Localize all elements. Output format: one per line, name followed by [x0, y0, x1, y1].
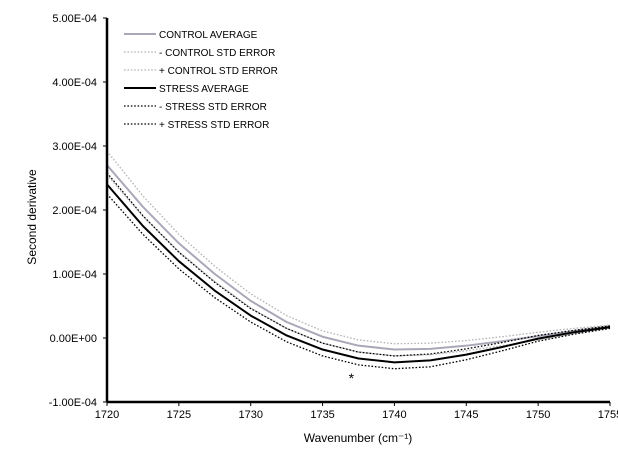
- series-line-4: [106, 183, 611, 364]
- x-tick-label: 1755: [598, 409, 618, 421]
- y-tick-label: 5.00E-04: [52, 13, 97, 25]
- legend-label-4: STRESS AVERAGE: [159, 84, 249, 95]
- series-line-1: [106, 164, 611, 351]
- legend-label-6: + STRESS STD ERROR: [159, 120, 269, 131]
- y-tick-label: 2.00E-04: [52, 205, 97, 217]
- y-tick-label: 4.00E-04: [52, 77, 97, 89]
- y-tick-label: -1.00E-04: [49, 397, 97, 409]
- y-tick-label: 0.00E+00: [50, 333, 97, 345]
- y-tick-label: 3.00E-04: [52, 141, 97, 153]
- significance-asterisk: *: [349, 370, 355, 386]
- series-line-3: [106, 150, 611, 345]
- ticks-layer: 1720 1725 1730 1735 1740 1745 1750 1755 -1.00E-0…: [49, 13, 618, 421]
- legend-label-2: - CONTROL STD ERROR: [159, 48, 275, 59]
- series-line-2: [106, 174, 611, 357]
- legend-label-1: CONTROL AVERAGE: [159, 30, 258, 41]
- y-axis-title: Second derivative: [25, 169, 39, 265]
- series-line-6: [106, 172, 611, 357]
- x-tick-label: 1720: [95, 409, 119, 421]
- legend-label-5: - STRESS STD ERROR: [159, 102, 267, 113]
- x-tick-label: 1735: [310, 409, 334, 421]
- legend: CONTROL AVERAGE - CONTROL STD ERROR + CONT…: [124, 30, 278, 131]
- y-tick-label: 1.00E-04: [52, 269, 97, 281]
- x-axis-title: Wavenumber (cm⁻¹): [304, 431, 413, 445]
- x-tick-label: 1750: [526, 409, 550, 421]
- x-tick-label: 1725: [167, 409, 191, 421]
- x-tick-label: 1740: [382, 409, 406, 421]
- legend-label-3: + CONTROL STD ERROR: [159, 66, 278, 77]
- x-tick-label: 1730: [238, 409, 262, 421]
- series-line-5: [106, 193, 611, 370]
- series-layer: [106, 150, 611, 370]
- x-tick-label: 1745: [454, 409, 478, 421]
